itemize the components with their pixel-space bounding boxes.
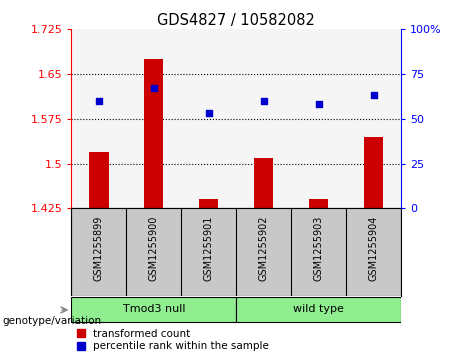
Bar <box>236 29 291 208</box>
Point <box>95 98 103 104</box>
Text: GSM1255899: GSM1255899 <box>94 215 104 281</box>
Bar <box>254 158 273 208</box>
Point <box>260 98 267 104</box>
Text: Tmod3 null: Tmod3 null <box>123 304 185 314</box>
Bar <box>126 29 181 208</box>
Bar <box>181 29 236 208</box>
Legend: transformed count, percentile rank within the sample: transformed count, percentile rank withi… <box>77 329 269 351</box>
Text: GSM1255902: GSM1255902 <box>259 215 269 281</box>
Text: GSM1255903: GSM1255903 <box>313 215 324 281</box>
Text: GSM1255904: GSM1255904 <box>369 215 378 281</box>
Bar <box>291 29 346 208</box>
Bar <box>236 297 401 322</box>
Bar <box>89 152 108 208</box>
Bar <box>71 29 126 208</box>
Text: GSM1255900: GSM1255900 <box>149 215 159 281</box>
Bar <box>346 29 401 208</box>
Point <box>205 110 213 116</box>
Point <box>370 93 377 98</box>
Bar <box>71 297 236 322</box>
Bar <box>199 199 219 208</box>
Title: GDS4827 / 10582082: GDS4827 / 10582082 <box>157 13 315 28</box>
Bar <box>309 199 328 208</box>
Text: genotype/variation: genotype/variation <box>2 316 101 326</box>
Point <box>150 85 158 91</box>
Bar <box>144 59 164 208</box>
Text: wild type: wild type <box>293 304 344 314</box>
Bar <box>364 136 383 208</box>
Text: GSM1255901: GSM1255901 <box>204 215 214 281</box>
Point <box>315 101 322 107</box>
